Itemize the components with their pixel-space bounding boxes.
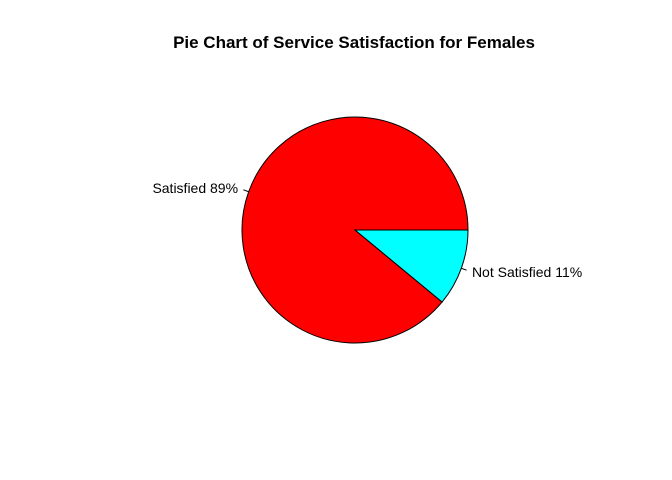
- pie-slices: [241, 116, 469, 344]
- label-tick-0: [243, 189, 249, 193]
- pie-labels: Satisfied 89% Not Satisfied 11%: [152, 180, 582, 280]
- chart-title: Pie Chart of Service Satisfaction for Fe…: [173, 33, 535, 52]
- label-tick-1: [461, 267, 467, 271]
- pie-slice-not-satisfied: [353, 229, 469, 303]
- slice-label-not-satisfied: Not Satisfied 11%: [472, 264, 582, 280]
- slice-label-satisfied: Satisfied 89%: [152, 180, 238, 196]
